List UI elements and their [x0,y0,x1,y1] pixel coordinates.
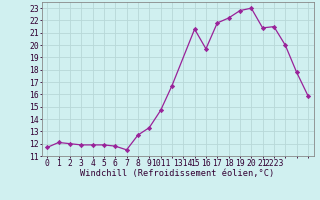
X-axis label: Windchill (Refroidissement éolien,°C): Windchill (Refroidissement éolien,°C) [80,169,275,178]
